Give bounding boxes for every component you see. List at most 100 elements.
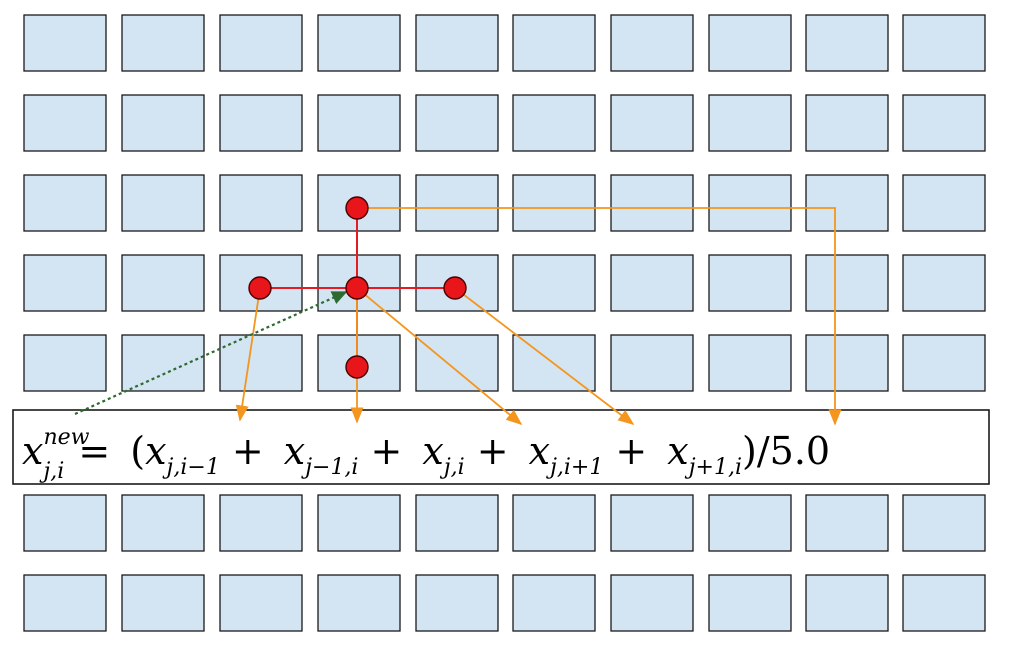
grid-cell-r7-c0 (23, 574, 107, 632)
grid-cell-r0-c9 (902, 14, 986, 72)
grid-cell-r6-c0 (23, 494, 107, 552)
formula-term-1-base: x (145, 429, 166, 473)
grid-cell-r2-c4 (415, 174, 499, 232)
formula-open-paren: ( (130, 429, 145, 473)
grid-cell-r6-c8 (805, 494, 889, 552)
grid-cell-r7-c9 (902, 574, 986, 632)
grid-cell-r3-c9 (902, 254, 986, 312)
grid-cell-r3-c1 (121, 254, 205, 312)
formula-term-2-base: x (284, 429, 305, 473)
node-south (345, 355, 369, 379)
formula-term-4-sub: j,i+1 (545, 455, 603, 480)
grid-cell-r0-c1 (121, 14, 205, 72)
grid-cell-r1-c0 (23, 94, 107, 152)
grid-cell-r7-c5 (512, 574, 596, 632)
formula-term-4-base: x (529, 429, 550, 473)
contribution-arrows (74, 207, 842, 426)
grid-cell-r4-c4 (415, 334, 499, 392)
formula-lhs-sup: new (43, 425, 89, 450)
grid-cell-r0-c7 (708, 14, 792, 72)
grid-cell-r2-c9 (902, 174, 986, 232)
grid-cell-r3-c8 (805, 254, 889, 312)
grid-cell-r3-c6 (610, 254, 694, 312)
grid-cell-r6-c2 (219, 494, 303, 552)
formula-lhs-sub: j,i (38, 459, 64, 484)
grid-cell-r2-c0 (23, 174, 107, 232)
formula-term-3-sub: j,i (439, 455, 465, 480)
grid-cell-r0-c6 (610, 14, 694, 72)
grid-cell-r7-c7 (708, 574, 792, 632)
formula-divisor: /5.0 (757, 429, 830, 473)
grid-cell-r2-c6 (610, 174, 694, 232)
formula-term-5-sub: j+1,i (684, 455, 742, 480)
stencil-nodes (248, 196, 467, 379)
grid-cell-r1-c8 (805, 94, 889, 152)
grid (23, 14, 986, 632)
node-center (345, 276, 369, 300)
grid-cell-r1-c1 (121, 94, 205, 152)
grid-cell-r4-c8 (805, 334, 889, 392)
grid-cell-r1-c4 (415, 94, 499, 152)
grid-cell-r1-c5 (512, 94, 596, 152)
grid-cell-r7-c1 (121, 574, 205, 632)
grid-cell-r0-c8 (805, 14, 889, 72)
grid-cell-r1-c7 (708, 94, 792, 152)
formula-term-2-sub: j−1,i (300, 455, 358, 480)
grid-cell-r4-c9 (902, 334, 986, 392)
formula-equals: = (78, 429, 110, 473)
formula-box: xnew j,i = (xj,i−1 + xj−1,i + xj,i + xj,i+1 + … (12, 409, 990, 485)
formula-term-5-base: x (667, 429, 688, 473)
grid-cell-r6-c9 (902, 494, 986, 552)
grid-cell-r6-c5 (512, 494, 596, 552)
arrow-center-to-term-3 (356, 287, 523, 426)
grid-cell-r7-c8 (805, 574, 889, 632)
formula-lhs-base: x (22, 429, 43, 473)
grid-cell-r2-c1 (121, 174, 205, 232)
formula-text: xnew j,i = (xj,i−1 + xj−1,i + xj,i + xj,i+1 + … (22, 425, 830, 484)
grid-cell-r6-c4 (415, 494, 499, 552)
grid-cell-r1-c9 (902, 94, 986, 152)
arrow-east-to-term-4 (454, 287, 635, 425)
grid-cell-r7-c4 (415, 574, 499, 632)
grid-cell-r2-c8 (805, 174, 889, 232)
grid-cell-r6-c6 (610, 494, 694, 552)
node-north (345, 196, 369, 220)
grid-cell-r4-c7 (708, 334, 792, 392)
grid-cell-r6-c3 (317, 494, 401, 552)
grid-cell-r0-c5 (512, 14, 596, 72)
grid-cell-r7-c2 (219, 574, 303, 632)
formula-plus-2: + (370, 429, 402, 473)
grid-cell-r4-c0 (23, 334, 107, 392)
arrow-north-to-term-5 (357, 207, 842, 426)
grid-cell-r1-c6 (610, 94, 694, 152)
grid-cell-r3-c7 (708, 254, 792, 312)
grid-cell-r4-c6 (610, 334, 694, 392)
grid-cell-r2-c5 (512, 174, 596, 232)
formula-plus-3: + (477, 429, 509, 473)
feedback-arrow-to-center (74, 290, 348, 416)
grid-cell-r6-c1 (121, 494, 205, 552)
grid-cell-r7-c6 (610, 574, 694, 632)
grid-cell-r3-c5 (512, 254, 596, 312)
grid-cell-r1-c3 (317, 94, 401, 152)
node-east (443, 276, 467, 300)
grid-cell-r0-c2 (219, 14, 303, 72)
grid-cell-r3-c0 (23, 254, 107, 312)
grid-cell-r4-c2 (219, 334, 303, 392)
grid-cell-r0-c4 (415, 14, 499, 72)
node-west (248, 276, 272, 300)
grid-cell-r0-c0 (23, 14, 107, 72)
grid-cell-r0-c3 (317, 14, 401, 72)
formula-frame (12, 409, 990, 485)
grid-cell-r6-c7 (708, 494, 792, 552)
formula-term-3-base: x (422, 429, 443, 473)
grid-cell-r2-c7 (708, 174, 792, 232)
formula-close-paren: ) (742, 429, 757, 473)
grid-cell-r2-c2 (219, 174, 303, 232)
formula-plus-4: + (615, 429, 647, 473)
grid-cell-r7-c3 (317, 574, 401, 632)
formula-term-1-sub: j,i−1 (162, 455, 220, 480)
formula-plus-1: + (232, 429, 264, 473)
arrow-west-to-term-1 (235, 287, 261, 422)
